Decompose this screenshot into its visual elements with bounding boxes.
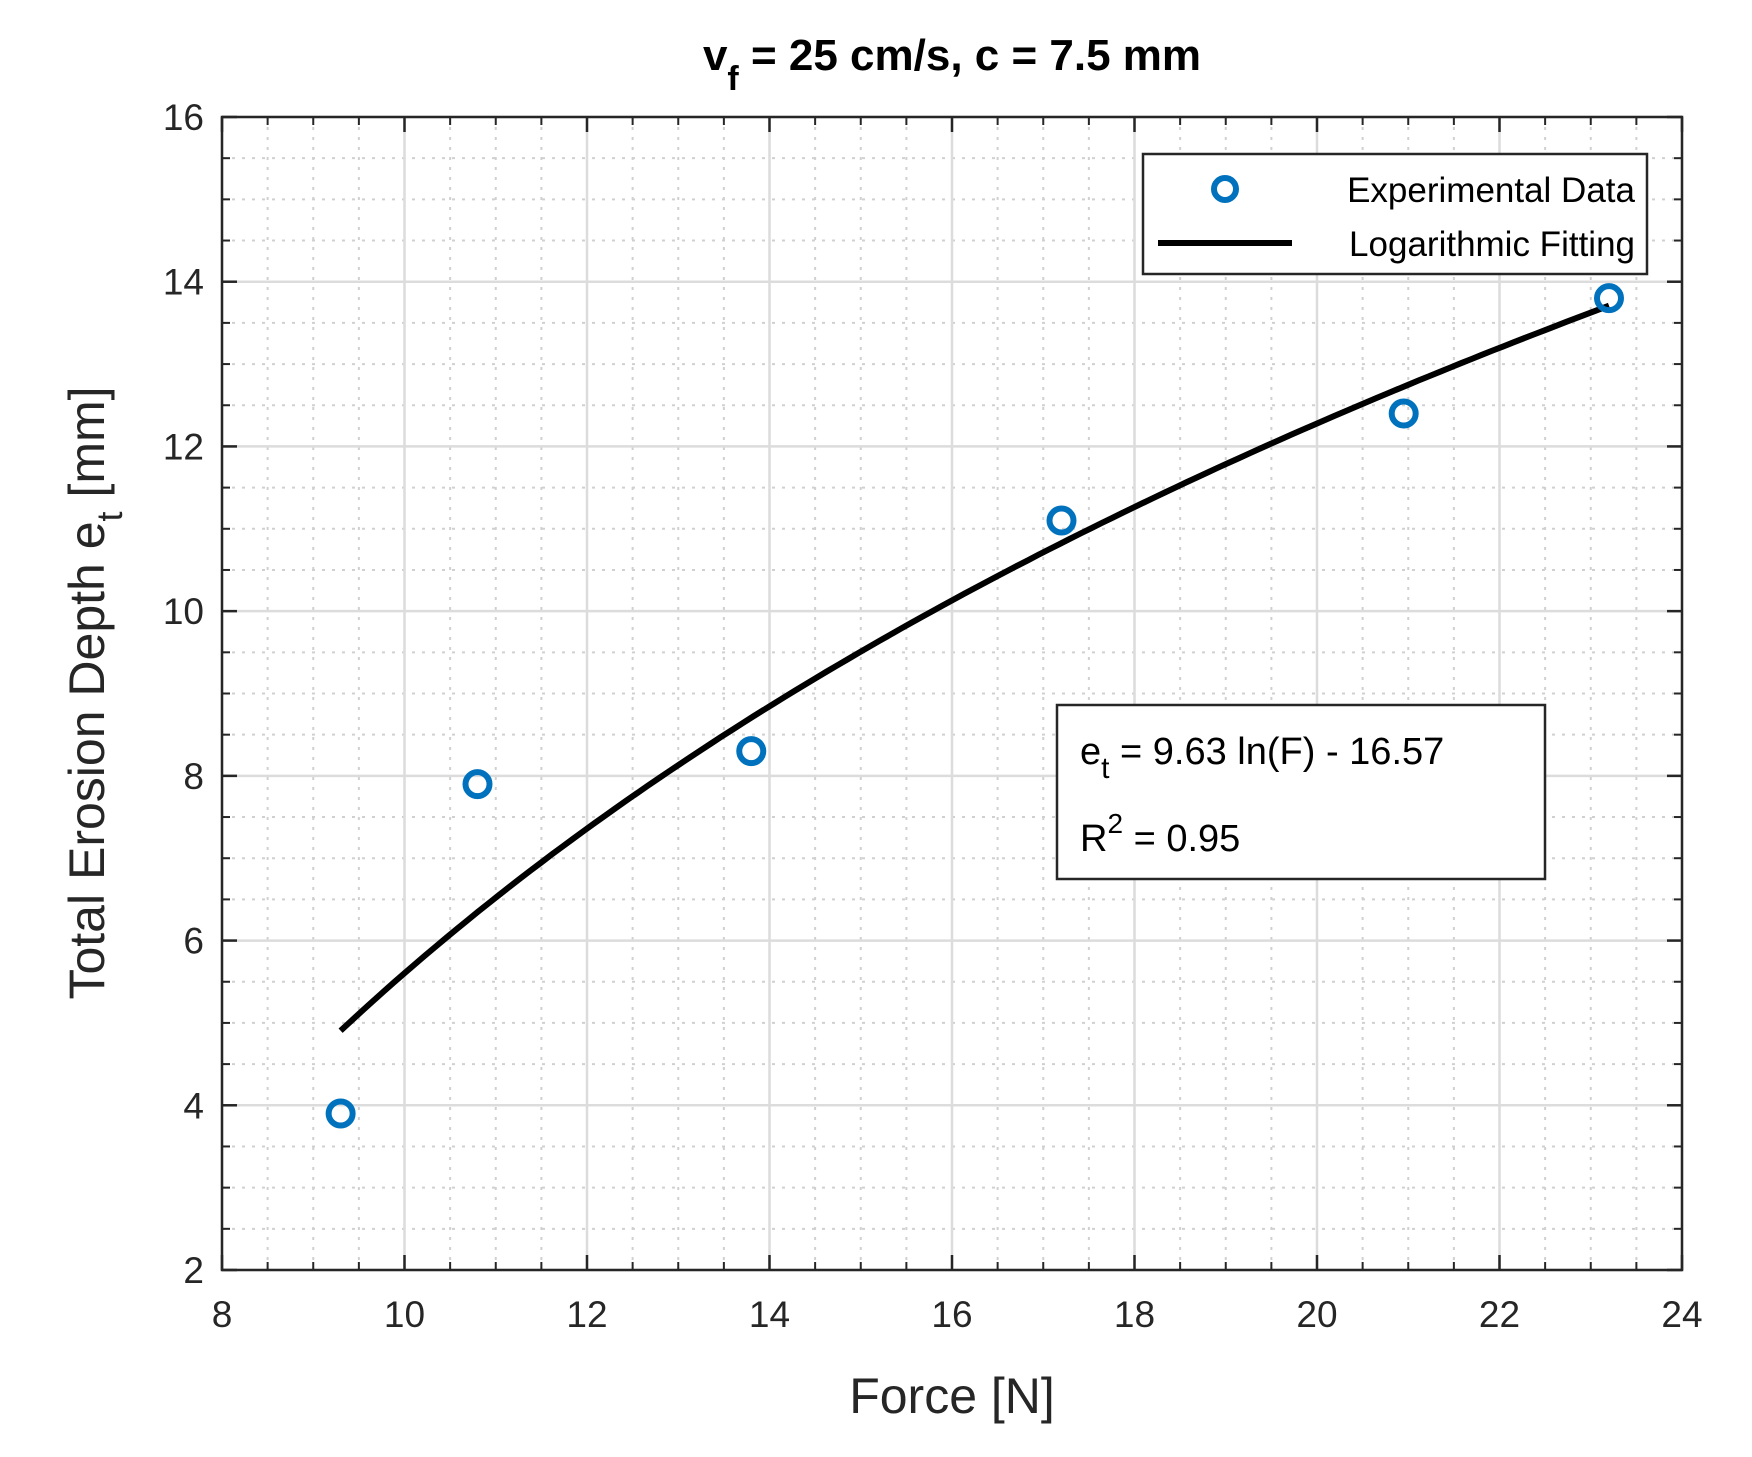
annotation-r-squared: R2 = 0.95	[1080, 808, 1240, 860]
y-tick-labels: 2 4 6 8 10 12 14 16	[163, 97, 204, 1291]
x-tick-label: 16	[931, 1294, 972, 1335]
r2-superscript: 2	[1107, 808, 1123, 839]
fit-line	[338, 302, 1611, 1033]
data-point	[1046, 505, 1077, 536]
data-points	[325, 283, 1624, 1129]
title-v: v	[703, 31, 728, 80]
title-subscript: f	[727, 60, 739, 98]
ylabel-main: Total Erosion Depth e	[59, 521, 115, 999]
y-tick-label: 12	[163, 426, 204, 467]
y-tick-label: 14	[163, 262, 204, 303]
x-axis-title: Force [N]	[849, 1368, 1055, 1424]
data-point	[1388, 398, 1419, 429]
x-tick-label: 12	[566, 1294, 607, 1335]
y-tick-label: 2	[183, 1250, 204, 1291]
r2-rest: = 0.95	[1123, 818, 1240, 860]
data-point	[462, 769, 493, 800]
y-tick-label: 4	[183, 1085, 204, 1126]
title-rest: = 25 cm/s, c = 7.5 mm	[739, 31, 1201, 80]
legend-marker-experimental	[1211, 175, 1239, 203]
eq-rest: = 9.63 ln(F) - 16.57	[1109, 731, 1444, 773]
y-tick-label: 6	[183, 921, 204, 962]
x-tick-labels: 8 10 12 14 16 18 20 22 24	[212, 1294, 1703, 1335]
x-tick-label: 22	[1479, 1294, 1520, 1335]
legend-label-experimental: Experimental Data	[1347, 171, 1635, 210]
axis-ticks	[220, 115, 1684, 1272]
r2-r: R	[1080, 818, 1107, 860]
y-tick-label: 16	[163, 97, 204, 138]
y-tick-label: 10	[163, 591, 204, 632]
data-point	[1594, 283, 1624, 314]
data-point	[736, 736, 767, 767]
ylabel-unit: [mm]	[59, 386, 115, 511]
eq-e: e	[1080, 731, 1101, 773]
data-point	[325, 1098, 356, 1129]
x-tick-label: 24	[1661, 1294, 1702, 1335]
x-tick-label: 10	[384, 1294, 425, 1335]
chart-title: vf = 25 cm/s, c = 7.5 mm	[703, 31, 1201, 98]
x-tick-label: 8	[212, 1294, 233, 1335]
y-axis-title: Total Erosion Depth et [mm]	[59, 386, 130, 999]
annotation-equation: et = 9.63 ln(F) - 16.57	[1080, 731, 1444, 785]
legend: Experimental Data Logarithmic Fitting	[1141, 152, 1649, 276]
y-tick-label: 8	[183, 756, 204, 797]
legend-box	[1141, 152, 1649, 276]
eq-subscript: t	[1101, 752, 1110, 785]
x-tick-label: 14	[749, 1294, 790, 1335]
fit-annotation: et = 9.63 ln(F) - 16.57 R2 = 0.95	[1055, 703, 1547, 881]
x-tick-label: 20	[1296, 1294, 1337, 1335]
legend-label-fit: Logarithmic Fitting	[1349, 225, 1635, 264]
ylabel-subscript: t	[89, 511, 130, 521]
annotation-box	[1055, 703, 1547, 881]
x-tick-label: 18	[1114, 1294, 1155, 1335]
